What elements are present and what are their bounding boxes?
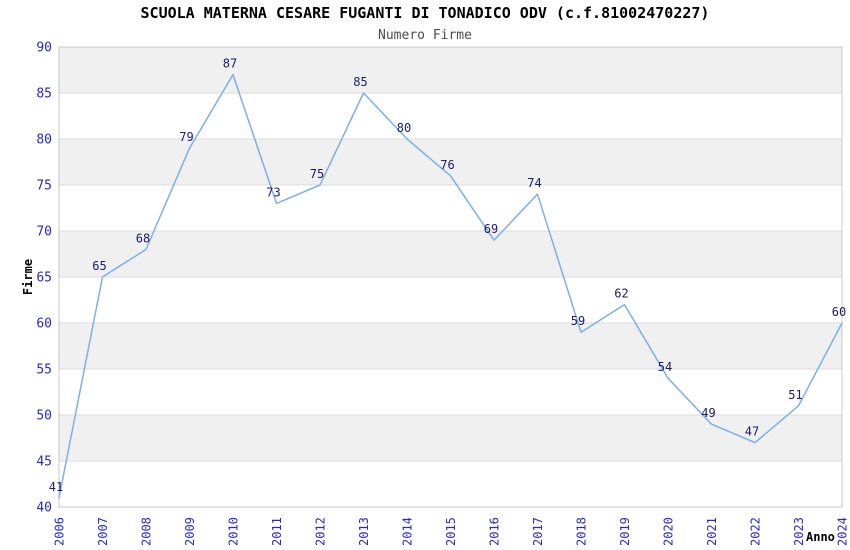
x-tick-label: 2014 [401,517,415,546]
data-label: 75 [310,167,324,181]
data-label: 74 [527,176,541,190]
x-tick-label: 2020 [662,517,676,546]
x-tick-label: 2022 [749,517,763,546]
data-label: 47 [745,425,759,439]
y-tick-label: 80 [36,133,52,148]
data-label: 49 [701,406,715,420]
data-label: 73 [266,185,280,199]
data-label: 80 [397,121,411,135]
plot-border [58,46,843,508]
data-label: 65 [92,259,106,273]
y-tick-label: 45 [36,455,52,470]
x-tick-label: 2013 [357,517,371,546]
plot-band [59,415,842,461]
x-tick-label: 2012 [314,517,328,546]
plot-band [59,139,842,185]
data-label: 76 [440,158,454,172]
y-tick-label: 75 [36,179,52,194]
y-tick-label: 70 [36,225,52,240]
x-tick-label: 2024 [836,517,850,546]
x-tick-label: 2011 [270,517,284,546]
y-tick-label: 40 [36,501,52,516]
data-label: 54 [658,360,672,374]
data-label: 51 [788,388,802,402]
data-label: 59 [571,314,585,328]
plot-band [59,323,842,369]
x-tick-label: 2009 [183,517,197,546]
data-label: 68 [136,231,150,245]
x-tick-label: 2016 [488,517,502,546]
data-label: 62 [614,287,628,301]
x-tick-label: 2023 [792,517,806,546]
series-line [58,73,843,499]
chart-title: SCUOLA MATERNA CESARE FUGANTI DI TONADIC… [140,4,710,22]
x-tick-label: 2015 [444,517,458,546]
y-tick-label: 55 [36,363,52,378]
y-tick-label: 90 [36,41,52,56]
data-label: 60 [832,305,846,319]
x-axis-title: Anno [806,530,835,544]
data-label: 69 [484,222,498,236]
data-label: 87 [223,57,237,71]
data-label: 85 [353,75,367,89]
plot-band [59,231,842,277]
data-label: 41 [49,480,63,494]
x-tick-label: 2007 [96,517,110,546]
x-tick-label: 2021 [705,517,719,546]
x-tick-label: 2018 [575,517,589,546]
chart-subtitle: Numero Firme [378,28,472,43]
y-tick-label: 65 [36,271,52,286]
y-tick-label: 85 [36,87,52,102]
x-tick-label: 2010 [227,517,241,546]
x-tick-label: 2019 [618,517,632,546]
y-tick-label: 50 [36,409,52,424]
x-tick-label: 2017 [531,517,545,546]
y-axis-title: Firme [21,258,35,296]
x-tick-label: 2008 [140,517,154,546]
x-tick-label: 2006 [53,517,67,546]
data-label: 79 [179,130,193,144]
plot-band [59,47,842,93]
y-tick-label: 60 [36,317,52,332]
